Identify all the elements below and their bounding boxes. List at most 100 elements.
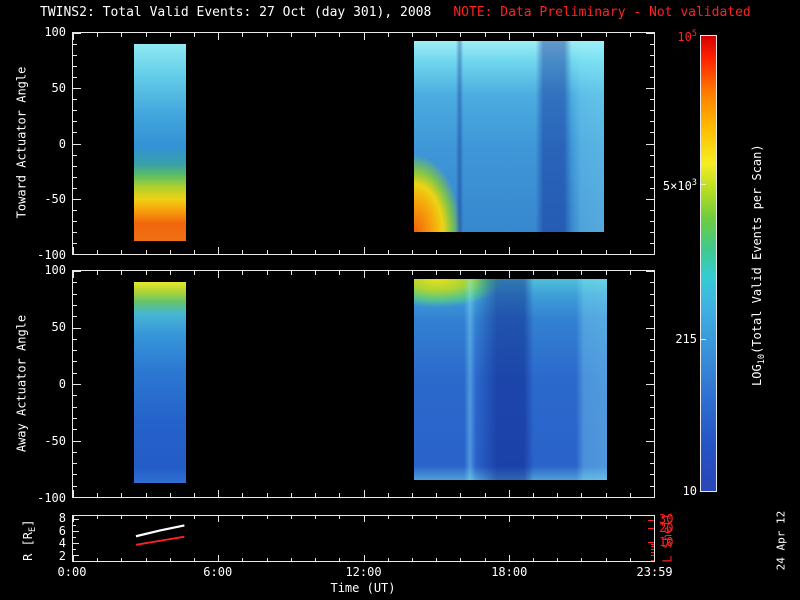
y-major-tick: [646, 384, 654, 385]
r-minor-tick: [73, 525, 76, 526]
x-minor-tick: [169, 33, 171, 37]
y-minor-tick: [73, 372, 77, 374]
x-tick-label: 23:59: [636, 565, 673, 579]
y-major-tick: [73, 327, 81, 329]
y-minor-tick: [650, 316, 654, 318]
x-minor-tick: [557, 558, 559, 561]
lshell-tick-label: 10: [659, 534, 674, 549]
x-minor-tick: [97, 493, 99, 497]
x-minor-tick: [484, 33, 486, 37]
x-minor-tick: [581, 33, 583, 37]
x-minor-tick: [387, 493, 389, 497]
x-major-tick: [218, 247, 220, 254]
y-tick-label: 0: [58, 136, 66, 151]
y-tick-label: 100: [44, 25, 66, 39]
x-major-tick: [363, 490, 365, 497]
x-minor-tick: [97, 33, 99, 37]
spectrogram-segment: [133, 282, 186, 484]
y-tick-label: -100: [37, 491, 66, 505]
x-minor-tick: [411, 558, 413, 561]
r-tick-label: 8: [58, 511, 66, 526]
x-minor-tick: [532, 250, 534, 254]
y-minor-tick: [650, 395, 654, 397]
x-minor-tick: [169, 516, 171, 519]
x-minor-tick: [532, 493, 534, 497]
x-minor-tick: [145, 271, 147, 275]
y-minor-tick: [650, 209, 654, 211]
y-minor-tick: [650, 372, 654, 374]
y-minor-tick: [650, 417, 654, 419]
radial-distance-line: [135, 524, 185, 538]
x-minor-tick: [121, 516, 123, 519]
y-minor-tick: [73, 417, 77, 419]
x-minor-tick: [169, 558, 171, 561]
y-minor-tick: [73, 350, 77, 352]
x-minor-tick: [411, 493, 413, 497]
x-major-tick: [363, 271, 365, 278]
y-tick-label: 100: [44, 263, 66, 277]
x-minor-tick: [145, 250, 147, 254]
x-minor-tick: [266, 271, 268, 275]
y-major-tick: [646, 143, 654, 145]
x-minor-tick: [266, 33, 268, 37]
x-minor-tick: [484, 250, 486, 254]
x-minor-tick: [557, 271, 559, 275]
lshell-major-tick: [648, 520, 654, 522]
x-minor-tick: [629, 558, 631, 561]
x-major-tick: [73, 33, 74, 40]
x-minor-tick: [532, 558, 534, 561]
x-minor-tick: [387, 33, 389, 37]
x-minor-tick: [460, 271, 462, 275]
r-tick-label: 6: [58, 523, 66, 538]
y-minor-tick: [650, 154, 654, 156]
y-minor-tick: [650, 121, 654, 123]
x-minor-tick: [266, 493, 268, 497]
colorbar-tick-label: 5×103: [662, 177, 697, 193]
x-minor-tick: [339, 271, 341, 275]
y-major-tick: [646, 33, 654, 34]
x-major-tick: [218, 516, 220, 522]
x-tick-label: 6:00: [203, 565, 233, 579]
x-minor-tick: [387, 516, 389, 519]
x-minor-tick: [290, 250, 292, 254]
x-tick-label: 12:00: [345, 565, 382, 579]
x-tick-label: 0:00: [57, 565, 87, 579]
x-minor-tick: [436, 493, 438, 497]
x-minor-tick: [532, 271, 534, 275]
x-minor-tick: [605, 33, 607, 37]
x-minor-tick: [581, 516, 583, 519]
r-major-tick: [73, 543, 79, 544]
y-major-tick: [73, 384, 81, 385]
x-minor-tick: [436, 271, 438, 275]
y-minor-tick: [650, 132, 654, 134]
x-major-tick: [218, 555, 220, 561]
x-minor-tick: [460, 33, 462, 37]
y-minor-tick: [650, 165, 654, 167]
y-minor-tick: [73, 338, 77, 340]
x-minor-tick: [315, 558, 317, 561]
y-minor-tick: [73, 110, 77, 112]
x-minor-tick: [194, 271, 196, 275]
x-minor-tick: [436, 558, 438, 561]
x-minor-tick: [629, 493, 631, 497]
x-major-tick: [73, 490, 74, 497]
x-minor-tick: [460, 493, 462, 497]
y-minor-tick: [73, 44, 77, 46]
y-minor-tick: [650, 110, 654, 112]
x-minor-tick: [387, 558, 389, 561]
x-minor-tick: [532, 516, 534, 519]
x-minor-tick: [315, 271, 317, 275]
x-major-tick: [363, 247, 365, 254]
x-minor-tick: [97, 516, 99, 519]
colorbar-axis-label: LOG10(Total Valid Events per Scan): [749, 144, 768, 386]
y-tick-label: -100: [37, 248, 66, 262]
y-minor-tick: [650, 406, 654, 408]
y-minor-tick: [73, 231, 77, 233]
r-major-tick: [73, 555, 79, 556]
y-major-tick: [73, 254, 81, 255]
y-minor-tick: [650, 231, 654, 233]
x-minor-tick: [121, 250, 123, 254]
x-minor-tick: [484, 516, 486, 519]
x-minor-tick: [290, 516, 292, 519]
x-minor-tick: [169, 271, 171, 275]
